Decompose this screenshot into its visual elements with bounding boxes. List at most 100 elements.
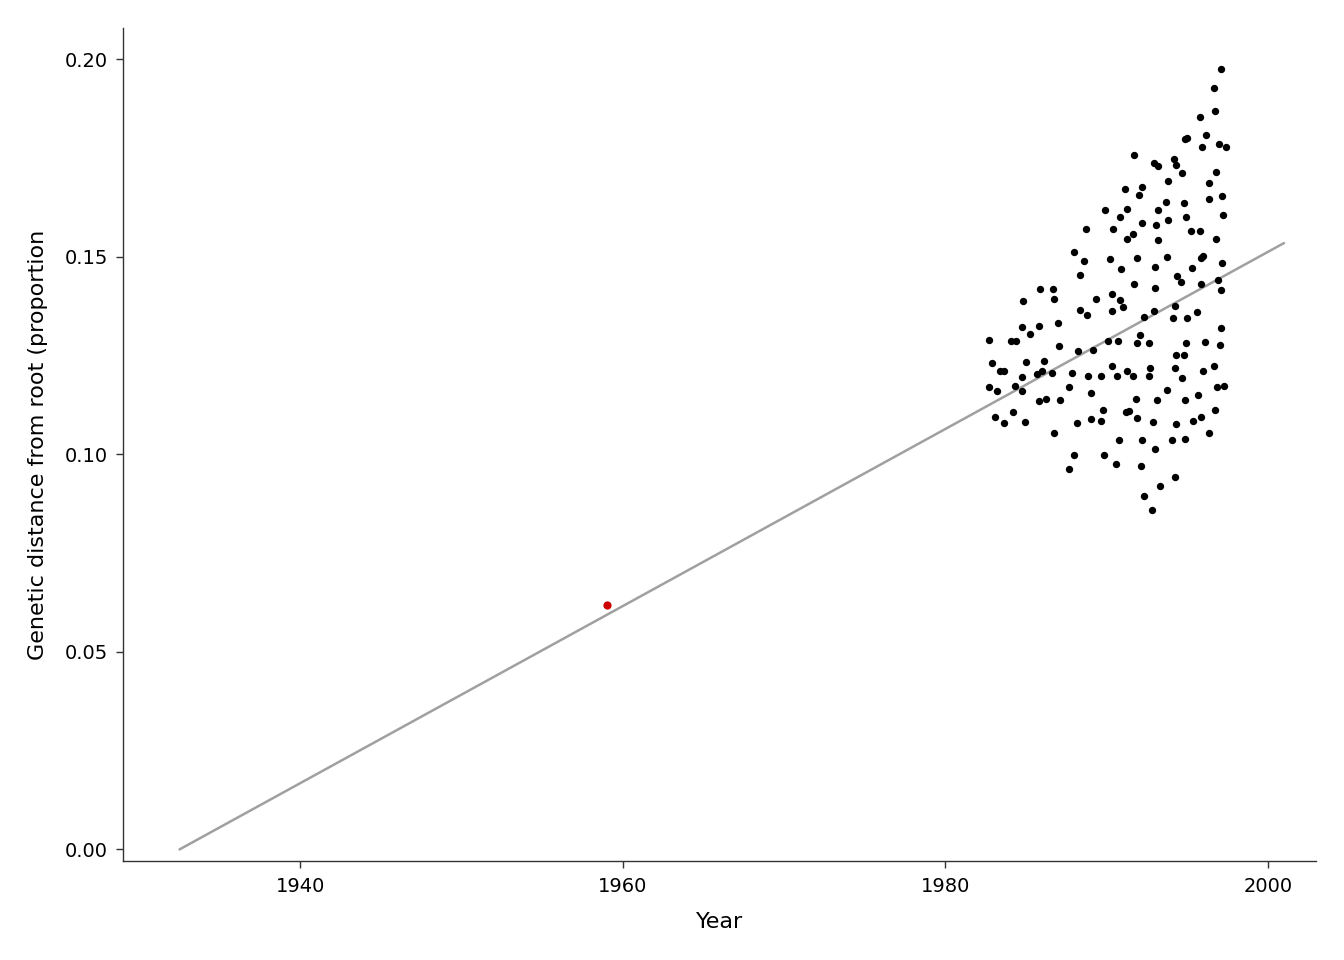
Point	[1048, 392, 1070, 407]
Point	[1173, 348, 1195, 363]
Point	[1059, 462, 1081, 477]
Point	[1207, 379, 1228, 395]
Point	[1189, 251, 1211, 266]
Point	[1130, 327, 1152, 343]
Point	[1189, 276, 1211, 292]
Point	[1157, 212, 1179, 228]
Point	[1110, 261, 1132, 276]
Point	[1015, 415, 1036, 430]
Point	[1215, 139, 1236, 155]
Point	[1101, 358, 1122, 373]
Point	[1210, 337, 1231, 352]
Point	[1172, 371, 1193, 386]
Point	[1001, 404, 1023, 420]
Point	[1214, 378, 1235, 394]
Point	[1000, 334, 1021, 349]
Point	[1133, 309, 1154, 324]
Point	[1140, 361, 1161, 376]
Point	[1106, 369, 1128, 384]
Point	[1189, 224, 1211, 239]
Point	[1122, 368, 1144, 383]
Point	[1165, 417, 1187, 432]
Point	[1048, 339, 1070, 354]
Point	[1028, 319, 1050, 334]
Point	[1204, 104, 1226, 119]
Point	[1028, 394, 1050, 409]
Point	[1075, 221, 1097, 236]
Point	[1116, 405, 1137, 420]
Point	[993, 363, 1015, 378]
Point	[1144, 259, 1165, 275]
Point	[1094, 203, 1116, 218]
Point	[1102, 222, 1124, 237]
Point	[1203, 80, 1224, 95]
Point	[1176, 209, 1198, 225]
Point	[1156, 382, 1177, 397]
Point	[1164, 469, 1185, 485]
Point	[1138, 369, 1160, 384]
Point	[1132, 215, 1153, 230]
Point	[1062, 366, 1083, 381]
Point	[1210, 61, 1231, 77]
Point	[1081, 386, 1102, 401]
Point	[1187, 303, 1208, 319]
Point	[1094, 447, 1116, 463]
Point	[1193, 334, 1215, 349]
Point	[1067, 344, 1089, 359]
Point	[1207, 273, 1228, 288]
Point	[1116, 201, 1137, 216]
Point	[1011, 384, 1032, 399]
Point	[1211, 320, 1232, 335]
Point	[1090, 414, 1111, 429]
Point	[1063, 245, 1085, 260]
Point	[1165, 348, 1187, 363]
Point	[1122, 227, 1144, 242]
Point	[1132, 180, 1153, 195]
Point	[1191, 139, 1212, 155]
Point	[981, 355, 1003, 371]
Point	[1042, 281, 1063, 297]
Point	[1199, 176, 1220, 191]
Point	[1082, 343, 1103, 358]
Point	[1175, 392, 1196, 407]
Point	[1078, 368, 1099, 383]
Point	[1012, 320, 1034, 335]
Point	[1004, 378, 1025, 394]
Point	[1177, 131, 1199, 146]
Point	[1146, 158, 1168, 174]
Point	[1206, 231, 1227, 247]
Point	[1074, 253, 1095, 269]
Point	[1032, 353, 1054, 369]
Point	[1030, 281, 1051, 297]
Point	[1142, 415, 1164, 430]
Point	[1203, 359, 1224, 374]
Point	[1208, 136, 1230, 152]
Point	[989, 364, 1011, 379]
Point	[993, 415, 1015, 430]
Point	[1077, 307, 1098, 323]
Point	[1043, 425, 1064, 441]
Point	[1102, 286, 1124, 301]
Point	[1163, 310, 1184, 325]
Point	[1126, 250, 1148, 265]
Point	[1070, 268, 1091, 283]
Point	[1148, 232, 1169, 248]
Point	[1133, 489, 1154, 504]
Point	[1099, 252, 1121, 267]
Point	[1117, 231, 1138, 247]
Point	[1101, 303, 1122, 319]
Point	[984, 410, 1005, 425]
Point	[1126, 392, 1148, 407]
Point	[1187, 388, 1208, 403]
Point	[1145, 280, 1167, 296]
Point	[1081, 412, 1102, 427]
Point	[1035, 391, 1056, 406]
Point	[1212, 207, 1234, 223]
Point	[1066, 415, 1087, 430]
Point	[1183, 414, 1204, 429]
Point	[1157, 174, 1179, 189]
Point	[1116, 363, 1137, 378]
Point	[1180, 223, 1202, 238]
Point	[1126, 336, 1148, 351]
Point	[1198, 426, 1219, 442]
